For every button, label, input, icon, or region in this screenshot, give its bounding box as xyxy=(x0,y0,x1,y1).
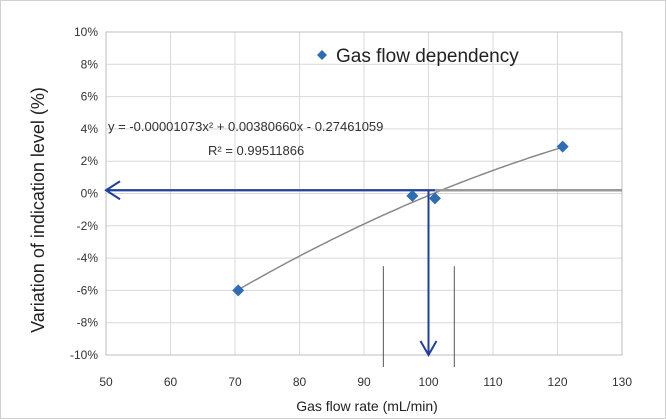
x-tick-label: 130 xyxy=(612,375,632,389)
grid-lines xyxy=(105,31,623,356)
y-tick-labels: 10% 8% 6% 4% 2% 0% -2% -4% -6% -8% -10% xyxy=(70,25,98,362)
legend-label: Gas flow dependency xyxy=(336,46,519,67)
y-tick-label: 10% xyxy=(74,25,98,39)
x-tick-label: 60 xyxy=(164,375,178,389)
y-tick-label: -8% xyxy=(77,316,99,330)
x-tick-label: 70 xyxy=(228,375,242,389)
data-point xyxy=(406,189,419,202)
data-points xyxy=(232,140,569,297)
y-tick-label: 8% xyxy=(81,57,99,71)
x-tick-label: 50 xyxy=(99,375,113,389)
x-tick-label: 120 xyxy=(547,375,567,389)
y-tick-label: -2% xyxy=(77,219,99,233)
data-point xyxy=(556,140,569,153)
trendline-r2: R² = 0.99511866 xyxy=(208,143,304,158)
x-tick-label: 110 xyxy=(483,375,502,389)
vertical-arrow-head xyxy=(419,340,438,358)
x-tick-label: 80 xyxy=(293,375,307,389)
trendline xyxy=(234,146,565,293)
horizontal-arrow-head xyxy=(104,180,121,201)
y-tick-label: 6% xyxy=(81,90,99,104)
y-tick-label: -6% xyxy=(77,283,99,297)
annotation-group xyxy=(104,180,622,367)
legend: Gas flow dependency xyxy=(317,46,519,67)
plot-area-border xyxy=(105,31,623,356)
y-axis-label: Variation of indication level (%) xyxy=(28,87,48,333)
x-tick-label: 90 xyxy=(357,375,371,389)
y-tick-label: 2% xyxy=(81,154,99,168)
data-point xyxy=(232,284,245,297)
y-tick-label: 4% xyxy=(81,122,99,136)
x-tick-label: 100 xyxy=(418,375,438,389)
data-point xyxy=(428,192,441,205)
y-tick-label: -10% xyxy=(70,348,98,362)
x-tick-labels: 50 60 70 80 90 100 110 120 130 xyxy=(99,375,632,389)
y-tick-label: -4% xyxy=(77,251,99,265)
x-axis-label: Gas flow rate (mL/min) xyxy=(296,398,438,414)
legend-marker xyxy=(317,50,327,60)
trendline-equation: y = -0.00001073x² + 0.00380660x - 0.2746… xyxy=(108,119,383,134)
y-tick-label: 0% xyxy=(81,187,99,201)
trendline-group xyxy=(234,146,565,293)
